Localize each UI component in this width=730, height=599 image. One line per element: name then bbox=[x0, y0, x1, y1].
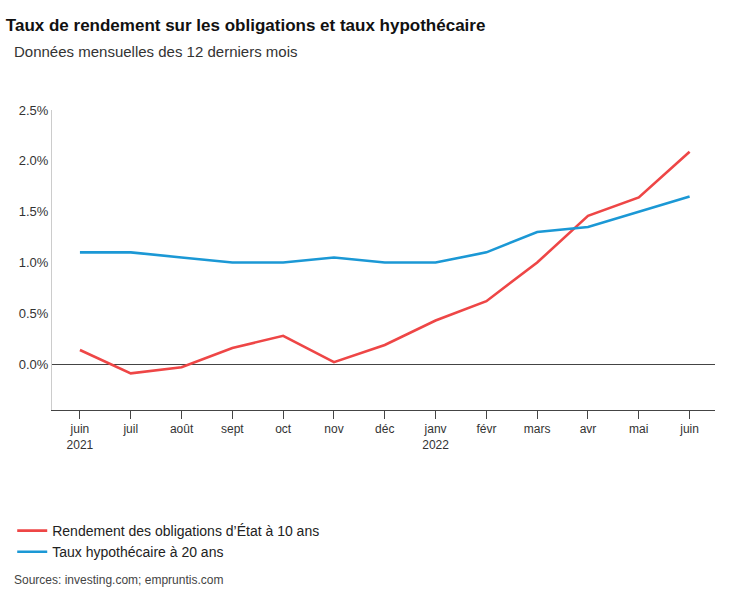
svg-text:Taux de rendement sur les obli: Taux de rendement sur les obligations et… bbox=[6, 16, 486, 35]
svg-text:oct: oct bbox=[275, 422, 292, 436]
svg-text:1.0%: 1.0% bbox=[19, 255, 49, 270]
svg-text:Rendement des obligations d’Ét: Rendement des obligations d’État à 10 an… bbox=[52, 523, 319, 539]
svg-text:juil: juil bbox=[122, 422, 138, 436]
svg-text:Sources: investing.com; emprun: Sources: investing.com; empruntis.com bbox=[14, 573, 223, 587]
svg-text:mai: mai bbox=[629, 422, 648, 436]
svg-text:janv2022: janv2022 bbox=[422, 422, 449, 452]
svg-text:0.5%: 0.5% bbox=[19, 306, 49, 321]
svg-text:juin2021: juin2021 bbox=[67, 422, 94, 452]
svg-text:1.5%: 1.5% bbox=[19, 204, 49, 219]
svg-text:2.5%: 2.5% bbox=[19, 103, 49, 118]
svg-text:nov: nov bbox=[324, 422, 343, 436]
svg-text:2.0%: 2.0% bbox=[19, 153, 49, 168]
svg-text:juin: juin bbox=[679, 422, 699, 436]
svg-text:févr: févr bbox=[476, 422, 496, 436]
svg-text:août: août bbox=[170, 422, 194, 436]
svg-text:Données mensuelles des 12 dern: Données mensuelles des 12 derniers mois bbox=[14, 43, 297, 60]
svg-text:sept: sept bbox=[221, 422, 244, 436]
svg-text:Taux hypothécaire à 20 ans: Taux hypothécaire à 20 ans bbox=[52, 544, 223, 560]
svg-text:0.0%: 0.0% bbox=[19, 357, 49, 372]
svg-text:mars: mars bbox=[524, 422, 551, 436]
svg-text:avr: avr bbox=[580, 422, 597, 436]
svg-text:déc: déc bbox=[375, 422, 394, 436]
